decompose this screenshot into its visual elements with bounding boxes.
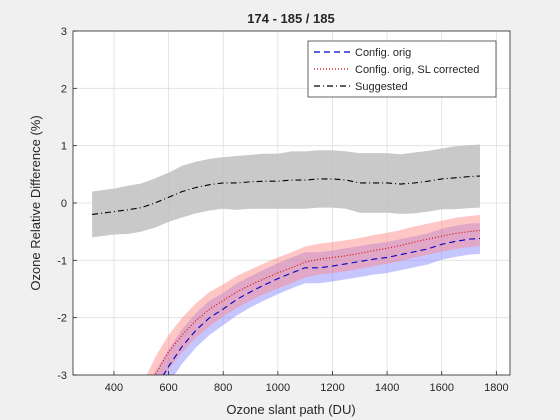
y-tick-label: 0	[61, 198, 67, 210]
chart-title: 174 - 185 / 185	[247, 11, 334, 26]
y-tick-label: -3	[57, 370, 67, 382]
line-series-2	[92, 175, 480, 216]
x-tick-label: 1000	[266, 382, 290, 394]
legend-label-suggested: Suggested	[355, 81, 408, 93]
legend-label-config-orig: Config. orig	[355, 47, 411, 59]
band-series-2	[92, 144, 480, 238]
x-tick-label: 1200	[320, 382, 344, 394]
y-tick-label: -2	[57, 313, 67, 325]
x-axis-ticks: 400 600 800 1000 1200 1400 1600 1800	[105, 371, 509, 394]
line-series-0	[162, 237, 480, 375]
y-tick-label: 2	[61, 83, 67, 95]
legend-box	[307, 40, 497, 98]
band-series-0	[153, 223, 480, 375]
y-axis-ticks: -3 -2 -1 0 1 2 3	[57, 26, 77, 382]
y-axis-label: Ozone Relative Difference (%)	[28, 115, 43, 290]
x-tick-label: 600	[159, 382, 177, 394]
x-tick-label: 1400	[375, 382, 399, 394]
legend-label-sl-corrected: Config. orig, SL corrected	[355, 64, 479, 76]
legend: Config. orig Config. orig, SL corrected …	[307, 40, 497, 98]
x-tick-label: 400	[105, 382, 123, 394]
series-lines	[92, 175, 481, 375]
x-tick-label: 1800	[484, 382, 508, 394]
y-tick-label: 3	[61, 26, 67, 38]
y-tick-label: 1	[61, 141, 67, 153]
y-tick-label: -1	[57, 255, 67, 267]
line-series-1	[154, 229, 481, 375]
x-tick-label: 800	[214, 382, 232, 394]
x-axis-label: Ozone slant path (DU)	[226, 402, 355, 417]
x-tick-label: 1600	[429, 382, 453, 394]
